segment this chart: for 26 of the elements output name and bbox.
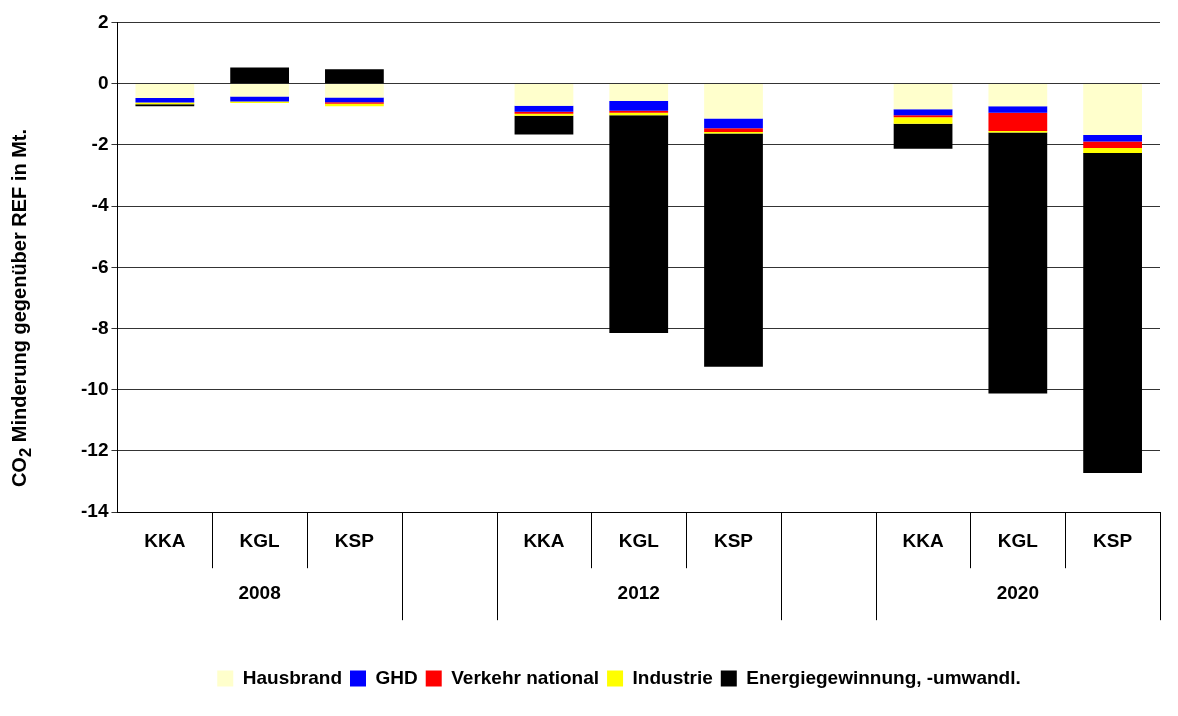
legend-label: GHD (375, 666, 418, 688)
y-tick-label: -6 (91, 255, 109, 277)
legend-label: Industrie (632, 666, 713, 688)
text: 2012 (617, 582, 660, 604)
y-tick-label: -8 (91, 316, 109, 338)
x-tick-label: KKA (144, 529, 186, 551)
y-tick-label: -10 (80, 377, 109, 399)
legend-label: Hausbrand (242, 666, 343, 688)
y-tick-label: 0 (97, 71, 109, 93)
x-tick-label: KKA (523, 529, 565, 551)
x-tick-label: KSP (334, 529, 375, 551)
x-tick-label: KSP (713, 529, 754, 551)
x-tick-label: KSP (1093, 529, 1133, 551)
text: 2020 (996, 582, 1039, 604)
x-tick-label: KGL (239, 529, 281, 551)
y-tick-label: 2 (97, 10, 109, 32)
x-tick-label: KGL (997, 529, 1039, 551)
legend-label: Verkehr national (451, 666, 600, 688)
y-tick-label: -2 (91, 133, 109, 155)
y-tick-label: -14 (80, 500, 109, 522)
x-tick-label: KKA (902, 529, 944, 551)
y-tick-label: -4 (91, 194, 109, 216)
y-tick-label: -12 (80, 439, 109, 461)
legend-label: Energiegewinnung, -umwandl. (746, 666, 1021, 688)
text: 2008 (238, 582, 281, 604)
x-tick-label: KGL (618, 529, 660, 551)
